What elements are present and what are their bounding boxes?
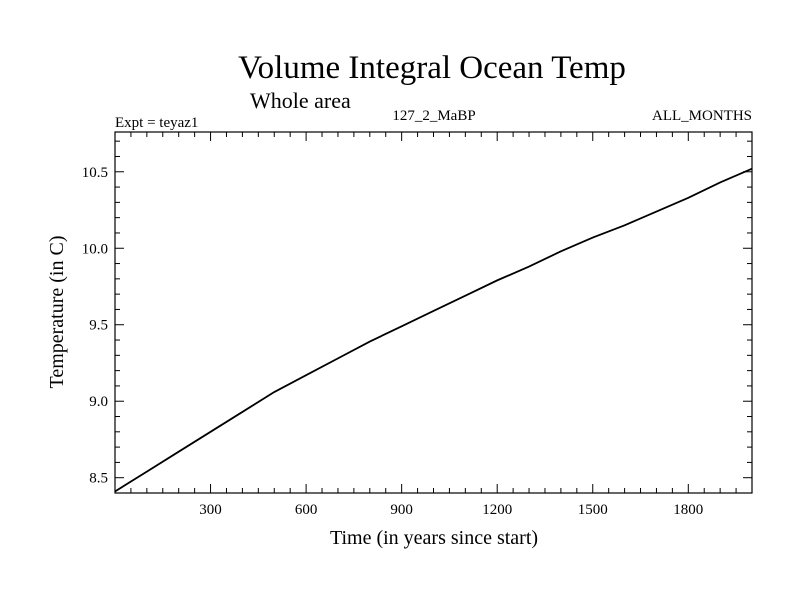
y-tick-label: 8.5 <box>89 471 108 487</box>
header-left: Expt = teyaz1 <box>115 115 198 131</box>
chart-title: Volume Integral Ocean Temp <box>238 50 626 86</box>
x-tick-label: 1200 <box>482 502 512 518</box>
plot-frame <box>114 131 753 494</box>
x-axis-label: Time (in years since start) <box>330 527 538 549</box>
x-tick-label: 600 <box>295 502 318 518</box>
y-tick-label: 9.5 <box>89 318 108 334</box>
header-right: ALL_MONTHS <box>652 108 752 124</box>
y-tick-label: 9.0 <box>89 394 108 410</box>
y-tick-labels: 8.5 9.0 9.5 10.0 10.5 <box>82 165 108 487</box>
chart-subtitle: Whole area <box>250 88 351 113</box>
x-tick-label: 900 <box>390 502 413 518</box>
y-axis-label: Temperature (in C) <box>46 236 68 389</box>
y-tick-label: 10.0 <box>82 241 108 257</box>
series-line-ocean-temp <box>114 167 753 493</box>
axis-ticks <box>115 132 752 493</box>
x-tick-label: 1800 <box>673 502 703 518</box>
x-tick-label: 1500 <box>578 502 608 518</box>
x-tick-labels: 300 600 900 1200 1500 1800 <box>199 502 703 518</box>
y-tick-label: 10.5 <box>82 165 108 181</box>
x-tick-label: 300 <box>199 502 222 518</box>
header-center: 127_2_MaBP <box>392 108 475 124</box>
